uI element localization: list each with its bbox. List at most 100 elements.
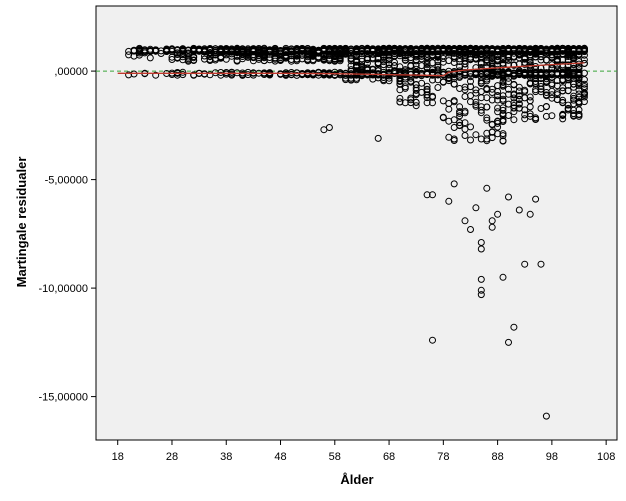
data-point bbox=[445, 105, 453, 113]
data-point bbox=[385, 52, 393, 60]
data-point bbox=[505, 68, 512, 76]
data-point bbox=[494, 210, 502, 218]
data-point bbox=[385, 64, 393, 72]
data-point bbox=[559, 99, 567, 107]
data-point bbox=[358, 66, 366, 74]
data-point bbox=[564, 50, 572, 58]
data-point bbox=[505, 54, 512, 61]
data-point bbox=[461, 119, 469, 127]
data-point bbox=[477, 80, 485, 87]
data-point bbox=[450, 53, 458, 61]
data-point bbox=[537, 260, 545, 268]
data-point bbox=[374, 134, 382, 142]
data-point bbox=[412, 70, 420, 78]
data-point bbox=[483, 57, 491, 64]
data-point bbox=[472, 204, 480, 212]
data-point bbox=[521, 71, 529, 79]
data-point bbox=[472, 98, 480, 106]
data-point bbox=[510, 104, 518, 112]
data-point bbox=[217, 54, 225, 62]
data-point bbox=[396, 78, 404, 85]
data-point bbox=[190, 71, 198, 79]
data-point bbox=[374, 55, 382, 63]
data-point bbox=[461, 132, 469, 139]
data-point bbox=[564, 74, 572, 82]
data-point bbox=[445, 117, 453, 125]
data-point bbox=[515, 206, 523, 214]
data-point bbox=[401, 99, 409, 107]
data-point bbox=[477, 286, 485, 294]
data-point bbox=[510, 116, 518, 124]
data-point bbox=[266, 47, 274, 55]
data-point bbox=[206, 45, 214, 53]
x-tick-label: 88 bbox=[491, 451, 503, 463]
tick-marks bbox=[91, 70, 607, 445]
data-point bbox=[521, 53, 529, 61]
data-point bbox=[515, 92, 523, 100]
x-axis-title: Ålder bbox=[340, 472, 373, 487]
y-tick-label: ,00000 bbox=[54, 66, 88, 78]
data-point bbox=[423, 63, 431, 71]
data-point bbox=[353, 47, 360, 55]
data-point bbox=[537, 53, 545, 61]
data-points bbox=[125, 44, 588, 420]
data-point bbox=[249, 45, 257, 53]
data-point bbox=[494, 96, 502, 104]
data-point bbox=[542, 69, 550, 77]
data-point bbox=[570, 110, 578, 118]
data-point bbox=[412, 98, 420, 106]
data-point bbox=[570, 47, 578, 55]
data-point bbox=[477, 291, 485, 299]
data-point bbox=[499, 273, 507, 281]
data-point bbox=[358, 63, 366, 71]
data-point bbox=[553, 65, 561, 73]
data-point bbox=[429, 44, 436, 52]
data-point bbox=[494, 71, 502, 79]
data-point bbox=[325, 71, 333, 79]
data-point bbox=[412, 65, 420, 73]
data-point bbox=[472, 131, 480, 139]
data-point bbox=[494, 108, 502, 116]
data-point bbox=[472, 86, 480, 94]
data-point bbox=[494, 104, 502, 112]
data-point bbox=[521, 115, 529, 123]
data-point bbox=[401, 67, 409, 75]
data-point bbox=[353, 76, 360, 84]
data-point bbox=[477, 109, 485, 117]
x-tick-label: 48 bbox=[274, 451, 286, 463]
data-point bbox=[396, 70, 404, 78]
data-point bbox=[418, 79, 426, 87]
data-point bbox=[325, 124, 333, 131]
data-point bbox=[439, 47, 447, 55]
data-point bbox=[347, 76, 355, 84]
data-point bbox=[532, 114, 540, 122]
data-point bbox=[309, 57, 317, 65]
data-point bbox=[423, 191, 431, 199]
data-point bbox=[358, 55, 366, 63]
data-point bbox=[277, 56, 284, 64]
data-point bbox=[494, 47, 502, 55]
data-point bbox=[412, 86, 420, 94]
data-point bbox=[559, 111, 567, 119]
data-point bbox=[515, 83, 523, 91]
data-point bbox=[244, 46, 252, 54]
data-point bbox=[396, 98, 404, 106]
data-point bbox=[461, 217, 469, 225]
data-point bbox=[542, 91, 550, 99]
data-point bbox=[483, 86, 491, 94]
data-point bbox=[488, 65, 496, 73]
data-point bbox=[477, 275, 485, 283]
data-point bbox=[532, 47, 540, 55]
data-point bbox=[515, 95, 523, 103]
data-point bbox=[423, 94, 431, 102]
data-point bbox=[553, 96, 561, 104]
data-point bbox=[559, 115, 567, 123]
data-point bbox=[467, 83, 474, 91]
data-point bbox=[472, 101, 480, 109]
data-point bbox=[488, 89, 496, 96]
data-point bbox=[423, 85, 431, 93]
data-point bbox=[526, 97, 534, 105]
data-point bbox=[396, 94, 404, 102]
data-point bbox=[553, 91, 561, 99]
